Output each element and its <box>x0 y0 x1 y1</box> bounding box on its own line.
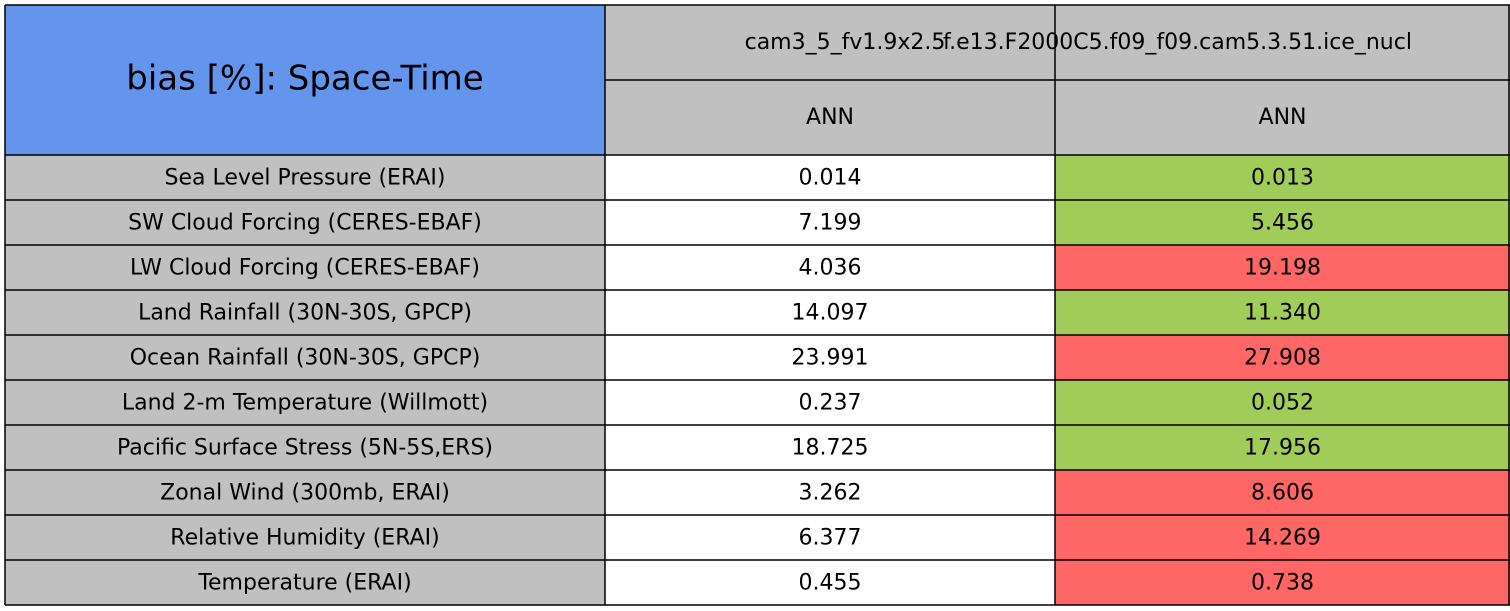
row-label: Sea Level Pressure (ERAI) <box>165 166 446 191</box>
value-cell <box>605 200 1055 245</box>
value: 11.340 <box>1244 301 1321 326</box>
row-label-cell <box>5 335 605 380</box>
row-label: Ocean Rainfall (30N-30S, GPCP) <box>130 346 481 371</box>
value: 19.198 <box>1244 256 1321 281</box>
value-cell <box>1055 560 1510 605</box>
season: ANN <box>806 105 854 130</box>
value-cell <box>1055 515 1510 560</box>
value-cell <box>1055 335 1510 380</box>
row-label-cell <box>5 380 605 425</box>
value: 3.262 <box>799 481 862 506</box>
row-label: Relative Humidity (ERAI) <box>170 526 439 551</box>
value-cell <box>605 155 1055 200</box>
value-cell <box>605 335 1055 380</box>
value: 6.377 <box>799 526 862 551</box>
row-label: Pacific Surface Stress (5N-5S,ERS) <box>117 436 493 461</box>
value: 0.013 <box>1251 166 1314 191</box>
value-cell <box>1055 200 1510 245</box>
value: 7.199 <box>799 211 862 236</box>
value-cell <box>1055 290 1510 335</box>
value-cell <box>605 290 1055 335</box>
value-cell <box>605 425 1055 470</box>
value: 4.036 <box>799 256 862 281</box>
value: 0.052 <box>1251 391 1314 416</box>
value-cell <box>605 515 1055 560</box>
value: 8.606 <box>1251 481 1314 506</box>
value: 5.456 <box>1251 211 1314 236</box>
row-label: SW Cloud Forcing (CERES-EBAF) <box>128 211 482 236</box>
value: 23.991 <box>792 346 869 371</box>
row-label-cell <box>5 200 605 245</box>
row-label: Temperature (ERAI) <box>197 571 411 596</box>
value: 0.455 <box>799 571 862 596</box>
case-name: cam3_5_fv1.9x2.5 <box>745 30 946 55</box>
value-cell <box>1055 155 1510 200</box>
row-label: Zonal Wind (300mb, ERAI) <box>160 481 450 506</box>
value-cell <box>605 560 1055 605</box>
value: 17.956 <box>1244 436 1321 461</box>
title: bias [%]: Space-Time <box>126 59 483 99</box>
row-label: Land 2-m Temperature (Willmott) <box>122 391 488 416</box>
value: 0.237 <box>799 391 862 416</box>
row-label-cell <box>5 290 605 335</box>
value-cell <box>1055 425 1510 470</box>
row-label: Land Rainfall (30N-30S, GPCP) <box>138 301 472 326</box>
season: ANN <box>1259 105 1307 130</box>
row-label: LW Cloud Forcing (CERES-EBAF) <box>130 256 480 281</box>
value-cell <box>605 470 1055 515</box>
value-cell <box>605 380 1055 425</box>
row-label-cell <box>5 245 605 290</box>
value-cell <box>1055 245 1510 290</box>
row-label-cell <box>5 515 605 560</box>
value: 14.097 <box>792 301 869 326</box>
title-cell <box>5 5 605 155</box>
value-cell <box>605 245 1055 290</box>
value-cell <box>1055 380 1510 425</box>
row-label-cell <box>5 425 605 470</box>
row-label-cell <box>5 560 605 605</box>
value: 14.269 <box>1244 526 1321 551</box>
value-cell <box>1055 470 1510 515</box>
value: 18.725 <box>792 436 869 461</box>
case-name: f.e13.F2000C5.f09_f09.cam5.3.51.ice_nucl <box>943 30 1412 55</box>
row-label-cell <box>5 470 605 515</box>
value: 0.738 <box>1251 571 1314 596</box>
value: 27.908 <box>1244 346 1321 371</box>
value: 0.014 <box>799 166 862 191</box>
row-label-cell <box>5 155 605 200</box>
